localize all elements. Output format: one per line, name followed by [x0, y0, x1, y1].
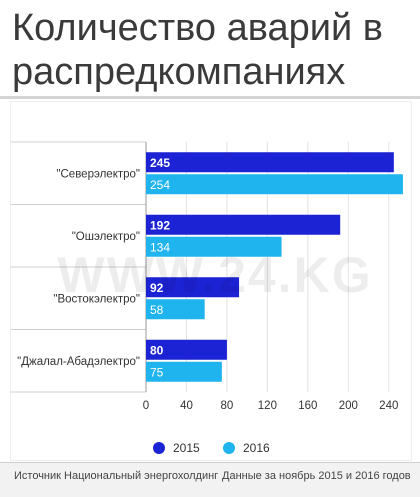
category-label: "Джалал-Абадэлектро" — [17, 356, 140, 368]
category-label: "Северэлектро" — [56, 168, 140, 180]
title-line-2: распредкомпаниях — [12, 51, 346, 93]
bar-2016 — [146, 361, 222, 382]
legend-label: 2016 — [243, 441, 270, 455]
category-label: "Востокэлектро" — [53, 293, 140, 305]
data-label: 134 — [150, 240, 170, 254]
bar-2016 — [146, 236, 282, 257]
source-text: Источник Национальный энергохолдинг — [14, 470, 219, 482]
data-period-note: Данные за ноябрь 2015 и 2016 годов — [222, 470, 411, 482]
bar-2016 — [146, 174, 403, 195]
footer: Источник Национальный энергохолдинг Данн… — [0, 462, 420, 497]
x-tick-label: 40 — [180, 400, 193, 412]
data-label: 92 — [150, 281, 164, 295]
title-line-1: Количество аварий в — [12, 7, 383, 49]
chart-panel: "Северэлектро" 245 254 "Ошэлектро" 192 134 "Во… — [10, 101, 412, 461]
x-tick-label: 120 — [258, 400, 277, 412]
data-label: 80 — [150, 343, 164, 357]
bar-2015 — [146, 152, 394, 173]
bar-chart: "Северэлектро" 245 254 "Ошэлектро" 192 134 "Во… — [11, 141, 403, 455]
data-label: 254 — [150, 178, 170, 192]
bar-2016 — [146, 299, 205, 320]
x-tick-label: 240 — [379, 400, 398, 412]
data-label: 192 — [150, 218, 170, 232]
data-label: 245 — [150, 156, 170, 170]
category-label: "Ошэлектро" — [72, 231, 140, 243]
bar-2015 — [146, 339, 227, 360]
legend-marker-2016 — [223, 442, 235, 454]
x-tick-label: 160 — [298, 400, 317, 412]
data-label: 75 — [150, 365, 164, 379]
header-divider — [0, 96, 420, 99]
bar-2015 — [146, 277, 240, 298]
x-tick-label: 80 — [221, 400, 234, 412]
bar-2015 — [146, 214, 341, 235]
data-label: 58 — [150, 303, 164, 317]
legend-marker-2015 — [153, 442, 165, 454]
x-tick-label: 0 — [143, 400, 149, 412]
chart-title: Количество аварий в распредкомпаниях — [12, 6, 412, 94]
x-tick-label: 200 — [339, 400, 358, 412]
legend-label: 2015 — [173, 441, 200, 455]
